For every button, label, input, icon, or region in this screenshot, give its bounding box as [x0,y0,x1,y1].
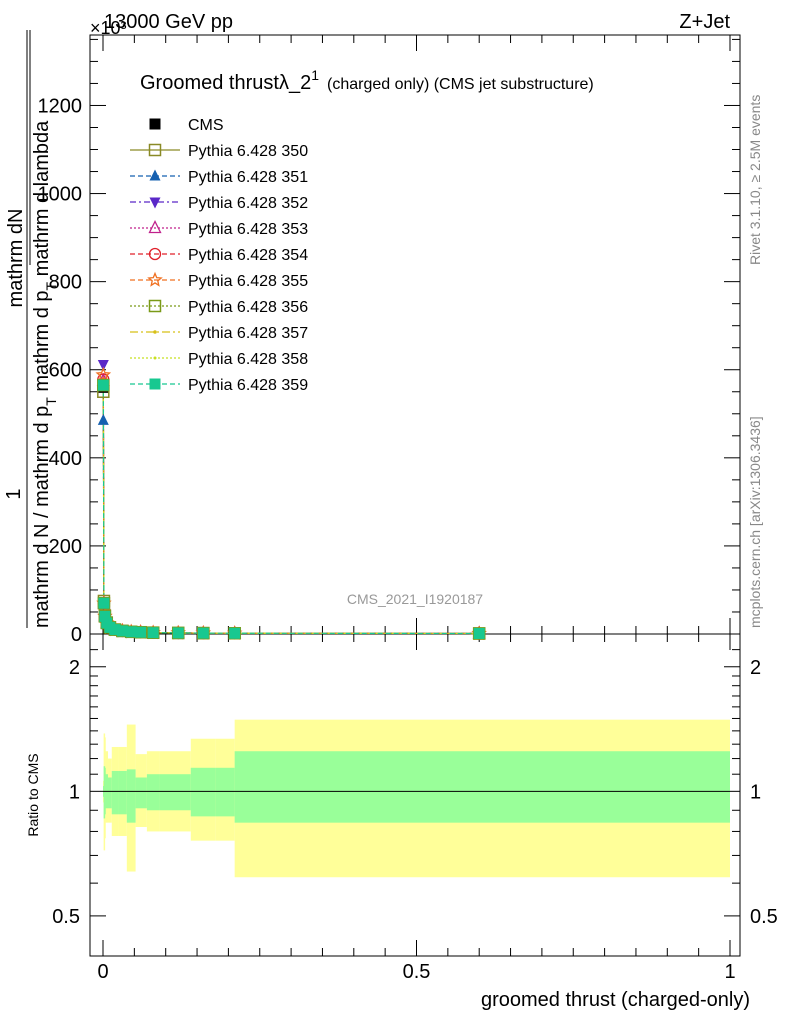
x-axis-label: groomed thrust (charged-only) [481,989,750,1011]
ratio-ytick-label-right: 0.5 [750,906,778,928]
data-point [125,626,137,638]
analysis-watermark: CMS_2021_I1920187 [347,591,483,607]
ratio-band-green [135,777,147,809]
title-suffix: (charged only) (CMS jet substructure) [327,76,594,93]
main-ytick-label: 0 [71,624,82,646]
data-point [229,627,241,639]
legend: CMS Pythia 6.428 350 Pythia 6.428 351 Pythi… [130,117,308,394]
legend-marker [149,169,161,181]
legend-label: Pythia 6.428 351 [188,169,308,186]
ratio-band-green [111,770,119,815]
data-point [135,626,147,638]
main-axis-ticks: 0 200 400 600 800 1000 1200 [38,38,740,646]
legend-label: Pythia 6.428 352 [188,195,308,212]
ylabel-den-1: mathrm d N / mathrm d p [31,406,53,628]
data-point [147,627,159,639]
main-ytick-label: 800 [49,272,82,294]
legend-marker [153,356,157,360]
data-point [172,627,184,639]
ylabel-den-2: mathrm d p [31,290,53,397]
xtick-label: 0 [97,961,108,983]
ylabel-denominator: mathrm d N / mathrm d pT mathrm d pT mat… [31,120,59,628]
ratio-ytick-label-right: 2 [750,657,761,679]
legend-marker [147,271,163,287]
legend-label: Pythia 6.428 355 [188,273,308,290]
ylabel-den-3: mathrm d lambda [31,120,53,282]
rivet-label: Rivet 3.1.10, ≥ 2.5M events [747,95,763,265]
legend-marker [153,330,157,334]
legend-label: Pythia 6.428 357 [188,325,308,342]
title-lambda: λ_2 [279,72,311,94]
legend-marker [149,118,161,130]
data-point [97,379,109,391]
data-point [99,610,111,622]
legend-label: Pythia 6.428 356 [188,299,308,316]
main-ylabel: 1 mathrm dN mathrm d N / mathrm d pT mat… [3,30,59,628]
legend-label: Pythia 6.428 354 [188,247,308,264]
data-point [116,625,128,637]
legend-marker [149,197,161,209]
mcplots-label: mcplots.cern.ch [arXiv:1306.3436] [747,416,763,628]
ylabel-one: 1 [3,488,25,499]
legend-label: Pythia 6.428 350 [188,143,308,160]
ratio-band-green [108,777,112,809]
ratio-band-green [159,774,191,811]
legend-label: Pythia 6.428 353 [188,221,308,238]
ratio-bands [103,719,731,878]
ratio-band-green [234,751,731,823]
ratio-band-green [146,774,160,811]
legend-marker [148,247,162,261]
legend-marker [149,378,161,390]
ratio-ytick-label: 0.5 [52,906,80,928]
data-point [95,366,112,382]
ratio-ytick-label: 2 [69,657,80,679]
title-sup: 1 [311,67,319,83]
main-ytick-label: 200 [49,536,82,558]
ratio-axis-ticks: 0.5 0.5 1 1 2 2 [52,649,778,928]
main-ytick-label: 1200 [38,95,83,117]
process-label: Z+Jet [679,11,730,33]
legend-marker [148,299,162,313]
ratio-band-green [190,767,216,817]
plot-title: Groomed thrustλ_21 (charged only) (CMS je… [140,67,594,94]
ylabel-numerator: mathrm dN [5,209,27,308]
ratio-band-green [215,767,235,817]
x-axis-ticks: 0 0.5 1 [97,35,736,983]
ylabel-den-sub1: T [43,397,59,406]
exponent-label: ×10³ [90,18,127,38]
energy-label: 13000 GeV pp [104,11,233,33]
ratio-band-green [118,770,127,815]
data-point [97,413,109,425]
data-point [197,627,209,639]
ratio-band-green [126,769,136,823]
ratio-ytick-label: 1 [69,781,80,803]
series-markers [95,359,487,641]
main-ytick-label: 400 [49,448,82,470]
legend-label: Pythia 6.428 359 [188,377,308,394]
ratio-ylabel: Ratio to CMS [25,753,41,836]
legend-label: CMS [188,117,224,134]
data-point [97,359,109,371]
data-point [109,624,121,636]
data-point [98,597,110,609]
xtick-label: 0.5 [403,961,431,983]
xtick-label: 1 [724,961,735,983]
legend-marker [148,220,162,234]
title-main: Groomed thrust [140,72,279,94]
ratio-ytick-label-right: 1 [750,781,761,803]
legend-label: Pythia 6.428 358 [188,351,308,368]
data-point [473,627,485,639]
legend-marker [148,143,162,157]
main-ytick-label: 1000 [38,184,83,206]
ylabel-den-sub2: T [43,281,59,290]
main-ytick-label: 600 [49,360,82,382]
